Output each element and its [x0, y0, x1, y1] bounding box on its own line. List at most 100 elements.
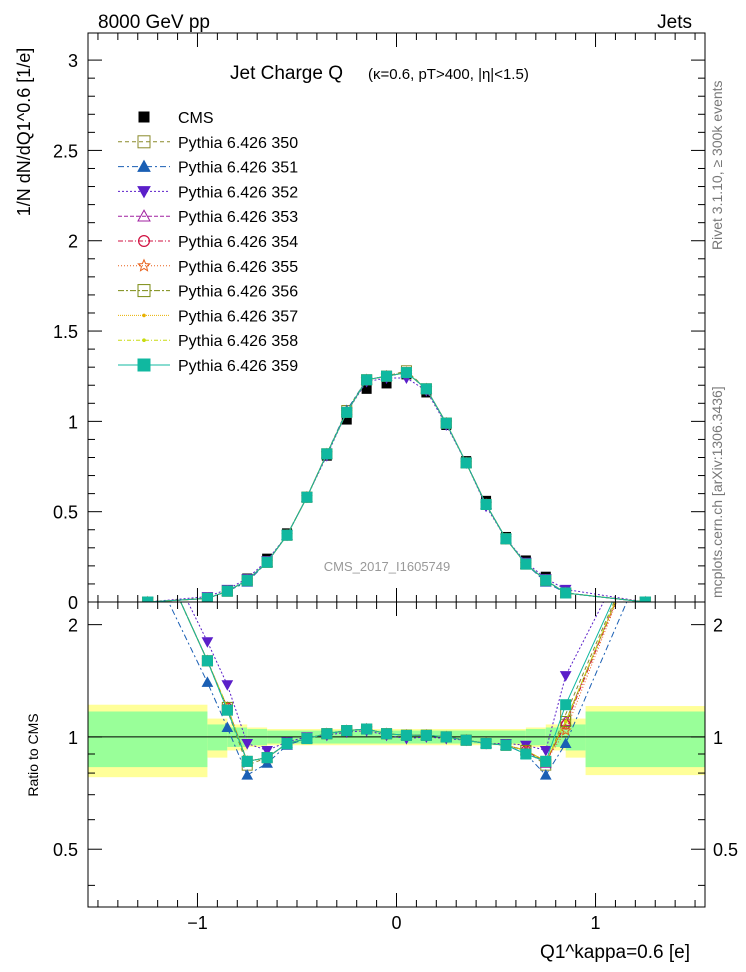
ratio-point: [640, 524, 650, 534]
legend-entry: Pythia 6.426 354: [118, 234, 298, 251]
data-point: [301, 491, 313, 503]
legend-entry: Pythia 6.426 357: [118, 308, 298, 325]
legend-label: Pythia 6.426 357: [178, 308, 298, 325]
data-point: [341, 406, 353, 418]
legend-label: Pythia 6.426 355: [178, 259, 298, 276]
data-point: [540, 574, 552, 586]
legend-entry: Pythia 6.426 356: [118, 284, 298, 301]
data-point: [639, 596, 651, 602]
data-point: [142, 596, 154, 602]
ratio-point: [361, 723, 373, 735]
data-point: [201, 592, 213, 602]
legend-marker: [137, 284, 151, 298]
ratio-point: [540, 755, 552, 767]
data-point: [381, 370, 393, 382]
legend-label: Pythia 6.426 358: [178, 333, 298, 350]
ratio-y-tick-label: 2: [68, 616, 78, 636]
data-point: [520, 558, 532, 570]
legend-label: Pythia 6.426 351: [178, 160, 298, 177]
data-point: [560, 587, 572, 599]
legend-label: Pythia 6.426 354: [178, 234, 298, 251]
uncertainty-bands: [88, 704, 705, 778]
inner-band: [88, 711, 208, 768]
ratio-plot-area: [143, 517, 650, 780]
data-point: [241, 574, 253, 586]
main-y-label: 1/N dN/dQ1^0.6 [1/e]: [14, 48, 34, 217]
series-10: [142, 367, 651, 602]
ratio-point: [400, 729, 412, 741]
x-axis-label: Q1^kappa=0.6 [e]: [540, 942, 690, 963]
legend-entry: Pythia 6.426 355: [118, 258, 298, 276]
ratio-point: [640, 517, 650, 526]
ratio-axes: 0.5 0.5 1 1 2 2 −1 0 1: [53, 602, 738, 933]
ratio-point: [201, 655, 213, 667]
legend-entry: Pythia 6.426 350: [118, 135, 298, 152]
ratio-point: [146, 528, 150, 532]
main-panel: 0 0.5 1 1.5 2 2.5 3 Jet Charge Q (κ=0.6, pT>40…: [14, 32, 706, 613]
ratio-point: [301, 733, 313, 745]
data-point: [500, 533, 512, 545]
chart-title: Jet Charge Q: [230, 63, 343, 84]
ratio-point: [520, 748, 532, 760]
y-tick-label: 3: [68, 51, 78, 71]
ratio-y-tick-label-right: 0.5: [713, 840, 738, 860]
ratio-point: [640, 524, 650, 534]
ratio-point: [563, 719, 568, 724]
data-point: [221, 585, 233, 597]
ratio-y-tick-label-right: 1: [713, 728, 723, 748]
ratio-point: [143, 524, 153, 534]
legend-label: Pythia 6.426 359: [178, 358, 298, 375]
legend-marker: [138, 111, 150, 123]
ratio-point: [559, 671, 572, 682]
data-point: [361, 374, 373, 386]
ratio-series-group: [143, 517, 650, 780]
ratio-point: [281, 738, 293, 750]
ratio-point: [500, 739, 512, 751]
ratio-point: [321, 728, 333, 740]
ratio-point: [420, 729, 432, 741]
legend-marker: [138, 235, 151, 248]
y-tick-label: 2: [68, 232, 78, 252]
rivet-label: Rivet 3.1.10, ≥ 300k events: [709, 80, 725, 250]
ratio-y-tick-label: 1: [68, 728, 78, 748]
y-tick-label: 1.5: [53, 322, 78, 342]
ratio-point: [146, 528, 150, 532]
legend-entry: CMS: [138, 110, 214, 127]
ratio-point: [241, 755, 253, 767]
ratio-point: [221, 721, 234, 732]
ratio-point: [460, 734, 472, 746]
ratio-point: [539, 769, 552, 780]
legend-marker: [137, 358, 151, 372]
legend-label: Pythia 6.426 350: [178, 135, 298, 152]
inner-band: [585, 711, 705, 768]
legend-marker: [137, 135, 151, 149]
y-tick-label: 1: [68, 412, 78, 432]
x-tick-label: −1: [187, 913, 208, 933]
legend-marker: [137, 159, 151, 172]
main-series-group: [141, 365, 652, 602]
mcplots-label: mcplots.cern.ch [arXiv:1306.3436]: [709, 386, 725, 598]
y-tick-label: 0: [68, 593, 78, 613]
data-point: [400, 367, 412, 379]
data-point: [281, 529, 293, 541]
ratio-point: [261, 745, 273, 757]
ratio-y-label: Ratio to CMS: [25, 713, 41, 796]
data-point: [261, 556, 273, 568]
ratio-point: [539, 745, 552, 757]
ratio-point: [143, 524, 153, 533]
ratio-point: [143, 517, 153, 526]
ratio-point: [560, 715, 572, 727]
ratio-point: [381, 728, 393, 740]
legend-marker: [137, 258, 151, 272]
ratio-point: [143, 524, 153, 534]
y-tick-label: 2.5: [53, 141, 78, 161]
ratio-series-9: [143, 524, 650, 767]
ratio-point: [643, 528, 647, 532]
ratio-point: [559, 737, 572, 749]
ratio-point: [643, 528, 647, 532]
legend-label: CMS: [178, 110, 214, 127]
ratio-y-tick-label-right: 2: [713, 616, 723, 636]
energy-label: 8000 GeV pp: [98, 12, 210, 33]
